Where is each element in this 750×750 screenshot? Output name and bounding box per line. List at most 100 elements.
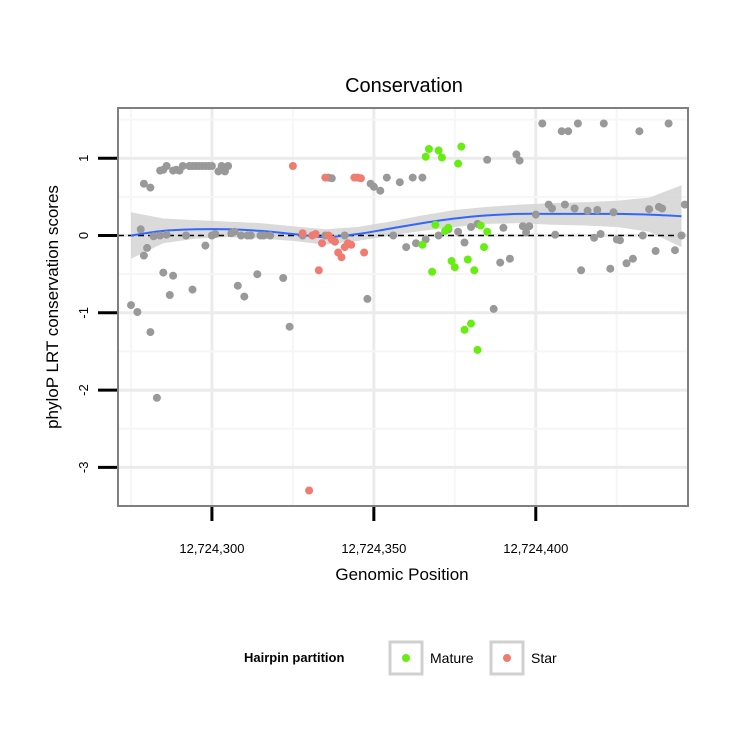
point-star	[288, 162, 297, 170]
point-other	[664, 119, 673, 128]
point-other	[182, 231, 190, 240]
point-other	[152, 393, 161, 402]
point-other	[211, 230, 220, 238]
point-other	[538, 119, 547, 128]
point-other	[638, 231, 647, 240]
point-other	[467, 223, 475, 231]
point-star	[331, 237, 339, 246]
point-other	[408, 173, 417, 182]
point-other	[460, 238, 469, 247]
point-other	[340, 231, 349, 240]
point-other	[233, 281, 242, 290]
point-mature	[450, 263, 459, 272]
chart-title: Conservation	[345, 75, 463, 97]
point-other	[382, 173, 391, 182]
point-mature	[418, 240, 427, 249]
y-axis: 1 0 -1 -2 -3	[76, 155, 117, 474]
point-other	[483, 155, 492, 164]
point-other	[139, 179, 148, 188]
point-star	[311, 230, 320, 238]
point-other	[149, 232, 158, 241]
point-other	[240, 292, 249, 301]
point-mature	[473, 345, 482, 354]
y-tick-label: -2	[76, 384, 91, 396]
y-tick-label: -3	[76, 462, 91, 474]
point-other	[628, 254, 637, 263]
point-other	[127, 301, 135, 310]
point-other	[224, 162, 233, 170]
legend-label-star: Star	[531, 650, 557, 666]
point-other	[363, 294, 372, 303]
point-other	[146, 183, 155, 192]
x-tick-label: 12,724,400	[503, 541, 568, 556]
panel-border	[117, 107, 689, 507]
point-other	[133, 308, 142, 316]
point-other	[139, 251, 148, 260]
point-other	[389, 231, 398, 240]
point-other	[246, 231, 255, 240]
data-points	[127, 119, 689, 495]
point-other	[671, 246, 679, 255]
confidence-band	[131, 185, 682, 259]
point-star	[305, 486, 314, 495]
point-other	[573, 119, 582, 128]
point-other	[207, 162, 216, 170]
point-other	[162, 230, 171, 239]
point-other	[285, 322, 294, 331]
legend-item-star: Star	[489, 640, 557, 676]
point-other	[522, 228, 531, 237]
x-tick-label: 12,724,300	[179, 541, 244, 556]
confidence-ribbon	[131, 185, 682, 259]
y-axis-label: phyloP LRT conservation scores	[43, 185, 62, 429]
point-other	[266, 231, 275, 240]
point-star	[298, 229, 307, 238]
point-other	[570, 204, 579, 213]
point-other	[496, 258, 505, 267]
point-other	[564, 127, 573, 136]
point-other	[146, 328, 155, 337]
point-star	[318, 239, 326, 248]
point-mature	[470, 266, 479, 275]
legend: Hairpin partition Mature Star	[244, 640, 557, 676]
point-other	[159, 268, 168, 277]
point-other	[178, 162, 187, 170]
point-other	[551, 230, 560, 239]
point-mature	[480, 243, 488, 252]
point-star	[360, 248, 369, 257]
point-other	[505, 254, 514, 263]
point-other	[165, 291, 174, 299]
point-mature	[447, 257, 456, 265]
point-other	[515, 156, 524, 165]
x-axis-label: Genomic Position	[335, 565, 468, 584]
point-mature	[428, 267, 437, 276]
point-star	[314, 266, 323, 275]
point-other	[596, 230, 605, 238]
point-mature	[454, 159, 463, 168]
point-mature	[421, 152, 430, 161]
point-mature	[431, 220, 440, 229]
point-mature	[424, 145, 433, 153]
point-other	[143, 243, 152, 252]
point-other	[188, 285, 197, 294]
point-other	[635, 127, 644, 136]
point-other	[230, 227, 239, 236]
point-other	[609, 208, 618, 217]
plot-panel	[117, 107, 689, 507]
point-other	[253, 270, 262, 279]
point-other	[376, 186, 385, 195]
legend-item-mature: Mature	[388, 640, 474, 676]
point-other	[560, 200, 569, 209]
point-other	[593, 206, 602, 214]
point-other	[577, 266, 586, 275]
point-other	[599, 119, 608, 128]
point-other	[651, 247, 660, 255]
point-other	[622, 259, 631, 268]
point-other	[499, 223, 508, 232]
point-mature	[476, 221, 485, 230]
legend-label-mature: Mature	[430, 650, 474, 666]
point-star	[347, 240, 356, 249]
point-other	[434, 231, 443, 240]
point-other	[557, 127, 566, 136]
point-star	[321, 173, 330, 182]
